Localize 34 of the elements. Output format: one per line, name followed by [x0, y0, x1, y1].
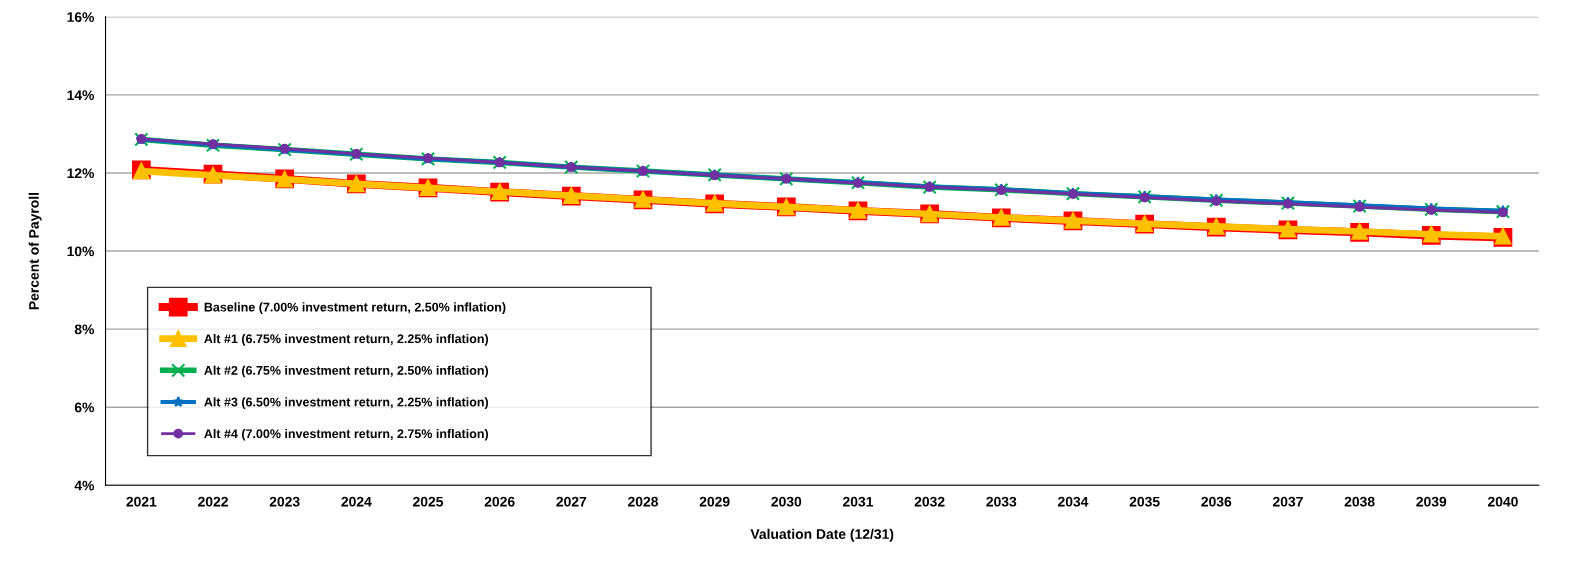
x-tick-label: 2031 [843, 496, 874, 507]
y-tick-label: 10% [67, 246, 95, 257]
y-tick-label: 6% [74, 402, 95, 413]
x-tick-label: 2029 [699, 496, 730, 507]
x-tick-label: 2038 [1344, 496, 1375, 507]
x-tick-label: 2035 [1129, 496, 1160, 507]
x-tick-label: 2022 [198, 496, 228, 507]
x-tick-label: 2025 [413, 496, 444, 507]
legend-label: Alt #3 (6.50% investment return, 2.25% inflation) [204, 397, 489, 409]
x-tick-label: 2040 [1487, 496, 1518, 507]
x-tick-label: 2032 [914, 496, 945, 507]
y-tick-label: 16% [67, 12, 95, 22]
x-tick-label: 2036 [1201, 496, 1232, 507]
x-tick-label: 2028 [628, 496, 659, 507]
legend-label: Alt #2 (6.75% investment return, 2.50% inflation) [204, 365, 489, 378]
y-tick-label: 4% [74, 480, 95, 491]
y-tick-label: 12% [67, 168, 95, 179]
x-tick-label: 2023 [269, 496, 300, 507]
x-tick-label: 2021 [126, 496, 157, 507]
y-tick-label: 14% [67, 90, 95, 101]
x-tick-label: 2039 [1416, 496, 1447, 507]
x-tick-label: 2037 [1272, 496, 1303, 507]
legend-label: Alt #1 (6.75% investment return, 2.25% inflation) [204, 333, 489, 346]
x-tick-label: 2034 [1058, 496, 1089, 507]
y-axis-title: Percent of Payroll [28, 192, 42, 310]
x-tick-label: 2027 [556, 496, 587, 507]
x-tick-label: 2033 [986, 496, 1017, 507]
y-tick-label: 8% [74, 324, 95, 335]
x-axis-title: Valuation Date (12/31) [750, 528, 894, 542]
x-tick-label: 2024 [341, 496, 372, 507]
x-tick-label: 2026 [484, 496, 515, 507]
legend-label: Alt #4 (7.00% investment return, 2.75% inflation) [204, 428, 489, 441]
x-tick-label: 2030 [771, 496, 802, 507]
legend-label: Baseline (7.00% investment return, 2.50% inflation) [204, 302, 506, 314]
